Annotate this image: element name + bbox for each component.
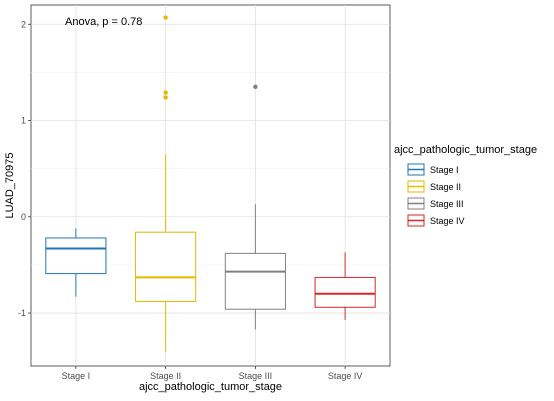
- legend-item: Stage IV: [407, 214, 465, 227]
- y-tick-label: 2: [21, 19, 26, 29]
- box-iqr: [135, 231, 197, 303]
- y-axis: -1 0 1 2: [18, 19, 31, 318]
- box-stage-iii: [224, 84, 286, 330]
- legend-item: Stage III: [407, 197, 464, 210]
- x-axis: Stage I Stage II Stage III Stage IV: [62, 366, 363, 381]
- anova-annotation: Anova, p = 0.78: [65, 16, 142, 28]
- x-tick-label: Stage IV: [328, 371, 363, 381]
- y-tick-label: -1: [18, 308, 26, 318]
- box-iqr: [45, 237, 107, 275]
- outlier-point: [163, 15, 168, 20]
- legend-title: ajcc_pathologic_tumor_stage: [394, 144, 537, 156]
- x-axis-title: ajcc_pathologic_tumor_stage: [139, 381, 282, 393]
- legend-label: Stage III: [430, 199, 464, 209]
- legend: ajcc_pathologic_tumor_stage Stage IStage…: [394, 144, 537, 227]
- box-iqr: [224, 252, 286, 310]
- legend-item: Stage I: [407, 163, 459, 176]
- legend-label: Stage I: [430, 165, 459, 175]
- box-group: [45, 15, 376, 352]
- x-tick-label: Stage III: [239, 371, 273, 381]
- legend-label: Stage II: [430, 182, 461, 192]
- y-tick-label: 1: [21, 116, 26, 126]
- legend-label: Stage IV: [430, 216, 465, 226]
- outlier-point: [253, 84, 258, 90]
- box-iqr: [314, 276, 376, 308]
- legend-items: Stage I Stage II Stage III Stage IV: [407, 163, 465, 227]
- outlier-point: [163, 90, 168, 95]
- box-stage-iv: [314, 252, 376, 320]
- y-tick-label: 0: [21, 212, 26, 222]
- x-tick-label: Stage II: [150, 371, 181, 381]
- box-stage-i: [45, 228, 107, 297]
- plot-panel: [30, 4, 391, 367]
- legend-item: Stage II: [407, 180, 461, 193]
- x-tick-label: Stage I: [62, 371, 91, 381]
- outlier-point: [163, 95, 168, 100]
- y-axis-title: LUAD_70975: [4, 152, 16, 218]
- box-stage-ii: [135, 15, 197, 352]
